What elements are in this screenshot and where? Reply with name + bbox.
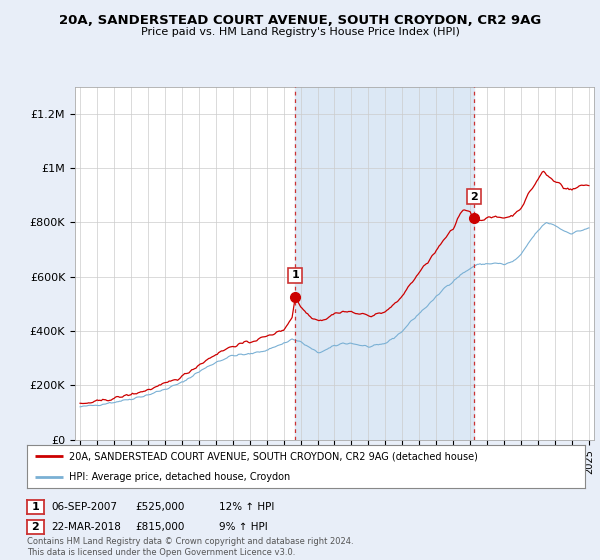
Text: 1: 1 xyxy=(32,502,39,512)
Text: 2: 2 xyxy=(32,522,39,531)
Text: 12% ↑ HPI: 12% ↑ HPI xyxy=(219,502,274,512)
Text: HPI: Average price, detached house, Croydon: HPI: Average price, detached house, Croy… xyxy=(69,473,290,482)
Text: Price paid vs. HM Land Registry's House Price Index (HPI): Price paid vs. HM Land Registry's House … xyxy=(140,27,460,37)
Text: £815,000: £815,000 xyxy=(135,522,184,532)
Text: 2: 2 xyxy=(470,192,478,202)
Text: 22-MAR-2018: 22-MAR-2018 xyxy=(51,522,121,532)
Text: 9% ↑ HPI: 9% ↑ HPI xyxy=(219,522,268,532)
Text: 20A, SANDERSTEAD COURT AVENUE, SOUTH CROYDON, CR2 9AG: 20A, SANDERSTEAD COURT AVENUE, SOUTH CRO… xyxy=(59,13,541,27)
Bar xyxy=(295,87,474,440)
Text: 20A, SANDERSTEAD COURT AVENUE, SOUTH CROYDON, CR2 9AG (detached house): 20A, SANDERSTEAD COURT AVENUE, SOUTH CRO… xyxy=(69,451,478,461)
Text: £525,000: £525,000 xyxy=(135,502,184,512)
Text: 1: 1 xyxy=(291,270,299,281)
Text: Contains HM Land Registry data © Crown copyright and database right 2024.
This d: Contains HM Land Registry data © Crown c… xyxy=(27,537,353,557)
Text: 06-SEP-2007: 06-SEP-2007 xyxy=(51,502,117,512)
